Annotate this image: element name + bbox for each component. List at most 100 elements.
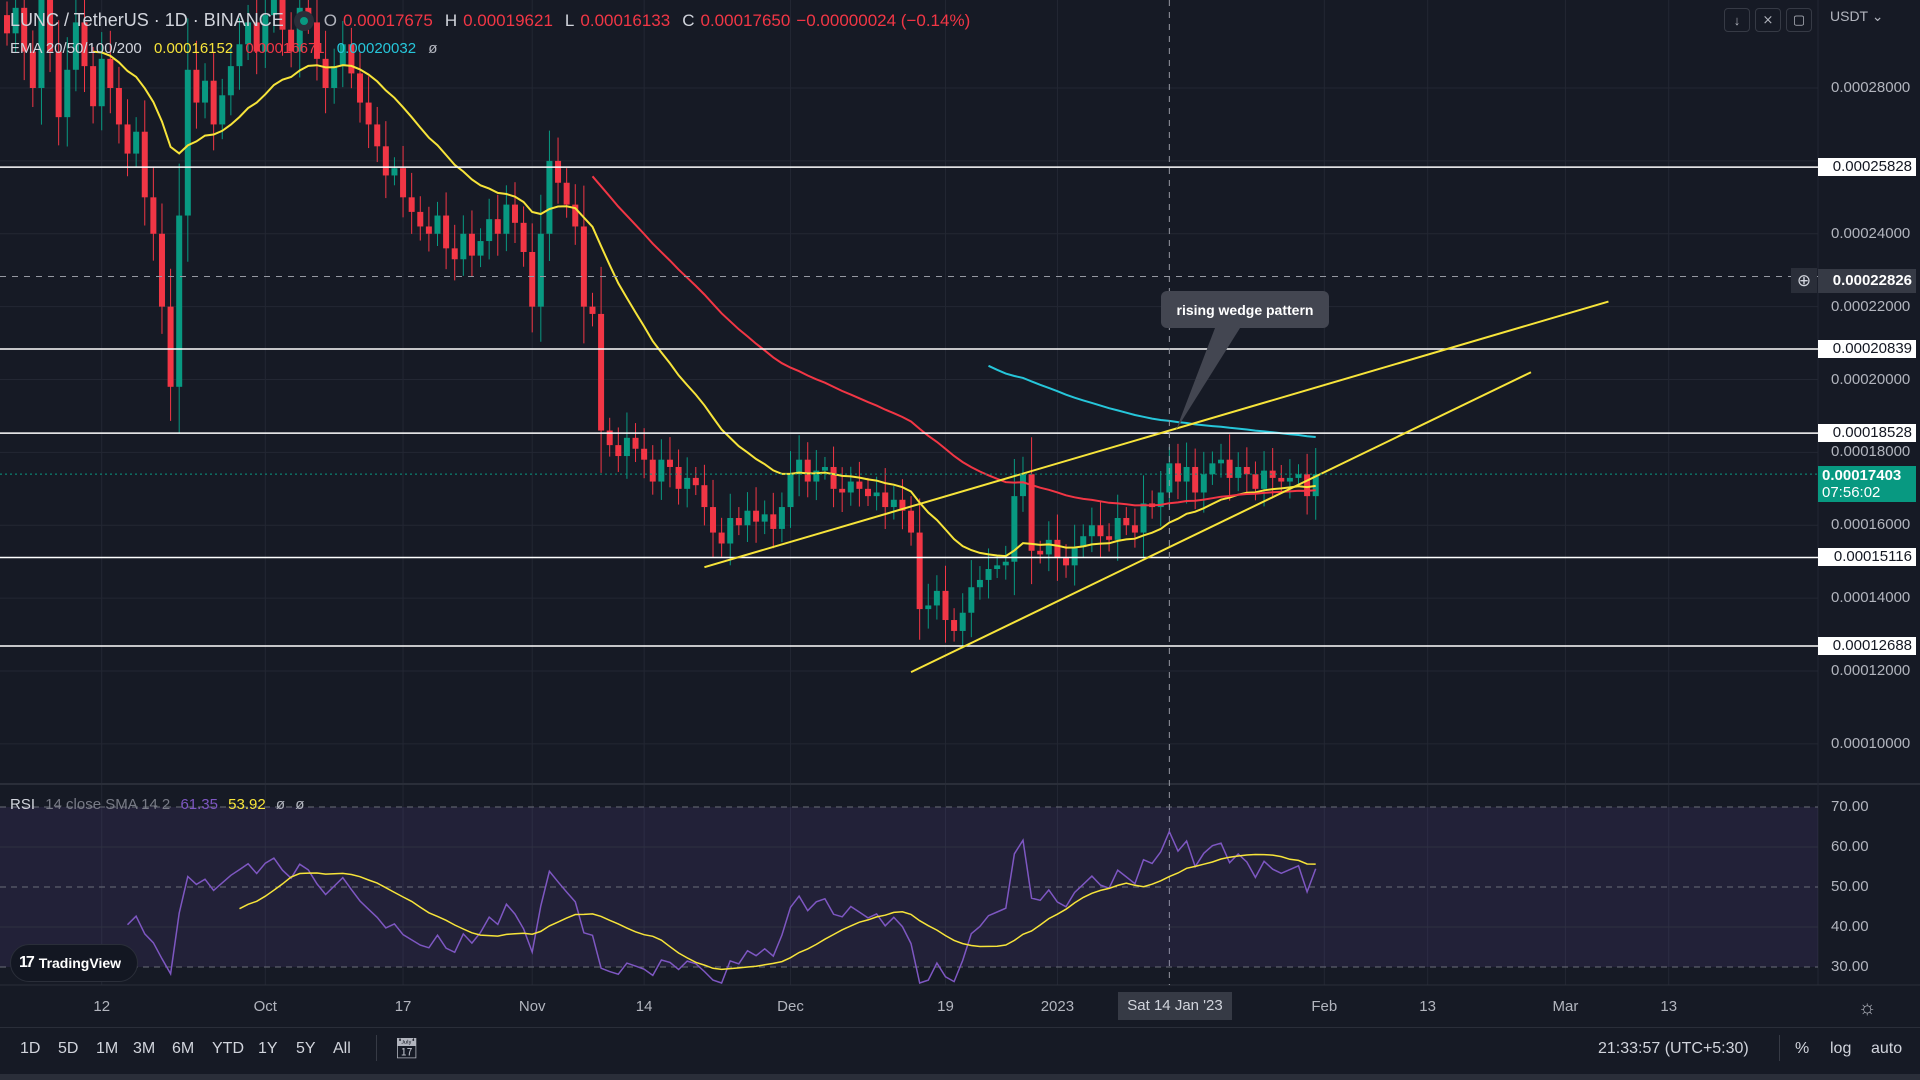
- candle-down: [29, 51, 36, 88]
- candle-down: [158, 233, 165, 307]
- separator: [376, 1035, 377, 1061]
- close-label: C: [682, 10, 695, 30]
- time-tick-label: Feb: [1311, 998, 1338, 1015]
- candle-down: [908, 510, 915, 533]
- add-alert-plus-icon[interactable]: ⊕: [1791, 268, 1817, 293]
- candle-up: [1166, 463, 1173, 493]
- candle-down: [1192, 466, 1199, 493]
- candle-up: [219, 95, 226, 125]
- level-price-label: 0.00012688: [1818, 636, 1916, 655]
- rsi-params: 14 close SMA 14 2: [45, 796, 171, 813]
- candle-up: [976, 579, 983, 588]
- range-button-5y[interactable]: 5Y: [296, 1040, 316, 1057]
- candle-down: [425, 226, 432, 234]
- range-button-1y[interactable]: 1Y: [258, 1040, 278, 1057]
- collapse-icon[interactable]: ⨯: [1755, 8, 1781, 32]
- rsi-sma-line: [239, 853, 1316, 971]
- candle-down: [313, 22, 320, 59]
- ema-legend[interactable]: EMA 20/50/100/200 0.00016152 0.00016671 …: [10, 40, 445, 57]
- scroll-to-latest-icon[interactable]: ↓: [1724, 8, 1750, 32]
- symbol-title[interactable]: LUNC / TetherUS · 1D · BINANCE: [10, 10, 284, 30]
- price-tick-label: 0.00018000: [1831, 443, 1911, 461]
- candle-up: [847, 481, 854, 493]
- ema50-line: [591, 175, 1316, 507]
- candle-up: [339, 44, 346, 67]
- price-tick-label: 0.00012000: [1831, 662, 1911, 680]
- candle-down: [580, 226, 587, 307]
- candle-down: [382, 146, 389, 176]
- ema20-value: 0.00016152: [153, 40, 234, 57]
- clock[interactable]: 21:33:57 (UTC+5:30): [1598, 1040, 1749, 1057]
- price-tick-label: 0.00024000: [1831, 224, 1911, 242]
- time-tick-label: 2023: [1040, 998, 1075, 1015]
- settings-icon[interactable]: ☼: [1858, 997, 1877, 1019]
- candle-down: [1269, 470, 1276, 478]
- rsi-sma-value: 53.92: [228, 796, 266, 813]
- high-value: 0.00019621: [463, 10, 553, 30]
- range-button-1m[interactable]: 1M: [96, 1040, 119, 1057]
- fullscreen-icon[interactable]: ▢: [1786, 8, 1812, 32]
- date-range-calendar-icon[interactable]: 📅︎: [394, 1038, 420, 1060]
- candle-down: [400, 168, 407, 198]
- candle-down: [468, 233, 475, 256]
- ema20-line: [93, 50, 1316, 558]
- candle-down: [47, 0, 54, 52]
- candle-down: [598, 313, 605, 431]
- range-button-1d[interactable]: 1D: [20, 1040, 41, 1057]
- candle-down: [804, 459, 811, 482]
- candle-down: [150, 197, 157, 234]
- time-tick-label: Mar: [1552, 998, 1579, 1015]
- candle-down: [322, 58, 329, 88]
- candle-down: [124, 124, 131, 154]
- candle-up: [486, 219, 493, 242]
- rsi-tick-label: 70.00: [1831, 798, 1869, 815]
- candle-up: [744, 510, 751, 526]
- range-button-all[interactable]: All: [333, 1040, 351, 1057]
- candle-up: [1286, 477, 1293, 482]
- time-tick-label: Dec: [777, 998, 804, 1015]
- log-toggle[interactable]: log: [1830, 1040, 1852, 1057]
- candle-up: [546, 160, 553, 234]
- candle-up: [1261, 470, 1268, 489]
- candle-up: [623, 437, 630, 457]
- level-price-label: 0.00015116: [1818, 548, 1916, 567]
- candle-down: [882, 492, 889, 508]
- symbol-header: LUNC / TetherUS · 1D · BINANCE O 0.000176…: [10, 10, 970, 31]
- candle-up: [38, 0, 45, 88]
- candle-up: [813, 470, 820, 482]
- percent-toggle[interactable]: %: [1795, 1040, 1810, 1057]
- range-button-3m[interactable]: 3M: [133, 1040, 156, 1057]
- candle-down: [563, 182, 570, 205]
- candle-up: [1045, 539, 1052, 555]
- auto-toggle[interactable]: auto: [1871, 1040, 1903, 1057]
- tradingview-logo[interactable]: 17 TradingView: [10, 944, 138, 982]
- time-tick-label: 19: [937, 998, 954, 1015]
- candle-up: [98, 58, 105, 107]
- candle-up: [1088, 525, 1095, 537]
- range-button-5d[interactable]: 5D: [58, 1040, 79, 1057]
- time-tick-label: 12: [93, 998, 111, 1015]
- candle-down: [1304, 474, 1311, 497]
- candle-up: [959, 612, 966, 631]
- candle-up: [227, 66, 234, 96]
- candle-down: [107, 58, 114, 88]
- candle-down: [1131, 525, 1138, 533]
- candle-down: [1123, 517, 1130, 526]
- price-tick-label: 0.00016000: [1831, 516, 1911, 534]
- brand-label: TradingView: [38, 955, 122, 971]
- candle-down: [529, 251, 536, 307]
- rsi-legend[interactable]: RSI 14 close SMA 14 2 61.35 53.92 ø ø: [10, 796, 310, 813]
- time-tick-label: 13: [1660, 998, 1678, 1015]
- rsi-tick-label: 40.00: [1831, 918, 1869, 935]
- currency-select[interactable]: USDT ⌄: [1830, 8, 1883, 25]
- range-button-6m[interactable]: 6M: [172, 1040, 195, 1057]
- rsi-line: [126, 829, 1317, 984]
- annotation-callout[interactable]: rising wedge pattern: [1161, 291, 1329, 328]
- candle-down: [4, 15, 10, 34]
- currency-label: USDT: [1830, 8, 1868, 24]
- price-chart[interactable]: [0, 0, 1920, 1028]
- candle-down: [1106, 536, 1113, 540]
- candle-down: [55, 51, 62, 118]
- candle-up: [1235, 466, 1242, 478]
- range-button-ytd[interactable]: YTD: [212, 1040, 244, 1057]
